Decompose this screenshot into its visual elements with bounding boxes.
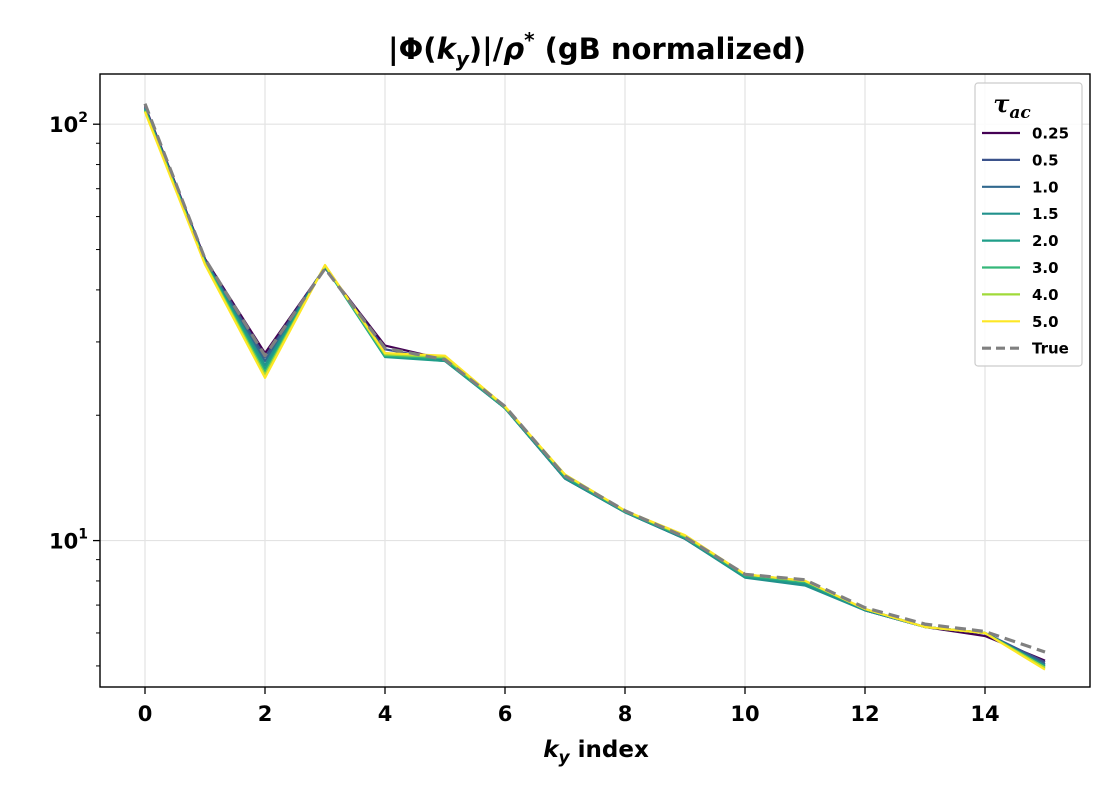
x-tick-label: 2 bbox=[258, 702, 273, 726]
legend-label: 2.0 bbox=[1032, 232, 1059, 250]
x-tick-label: 4 bbox=[378, 702, 393, 726]
legend-title: τac bbox=[993, 89, 1031, 123]
chart-title: |Φ(ky)|/ρ* (gB normalized) bbox=[388, 28, 806, 71]
y-tick-label: 102 bbox=[49, 110, 88, 137]
legend-label: True bbox=[1032, 340, 1069, 358]
plot-frame bbox=[99, 73, 1091, 688]
y-axis-ticks: 101 102 bbox=[49, 110, 100, 667]
x-tick-label: 10 bbox=[730, 702, 759, 726]
y-tick-label: 101 bbox=[49, 527, 88, 554]
legend-label: 1.5 bbox=[1032, 205, 1059, 223]
x-tick-label: 14 bbox=[970, 702, 999, 726]
grid-lines bbox=[100, 74, 1090, 687]
legend-label: 4.0 bbox=[1032, 286, 1059, 304]
x-tick-label: 0 bbox=[138, 702, 153, 726]
legend-label: 0.5 bbox=[1032, 151, 1059, 169]
legend-label: 3.0 bbox=[1032, 259, 1059, 277]
legend-entries: 0.25 0.5 1.0 1.5 2.0 3.0 4.0 5.0 True bbox=[982, 125, 1069, 358]
series-line-true bbox=[143, 103, 1046, 654]
legend-label: 1.0 bbox=[1032, 178, 1059, 196]
x-tick-label: 6 bbox=[498, 702, 513, 726]
x-axis-title: ky index bbox=[543, 737, 649, 768]
legend-label: 0.25 bbox=[1032, 125, 1069, 143]
legend: τac 0.25 0.5 1.0 1.5 2.0 3.0 4.0 5.0 True bbox=[974, 82, 1083, 367]
x-axis-ticks: 0 2 4 6 8 10 12 14 bbox=[138, 687, 1000, 726]
legend-label: 5.0 bbox=[1032, 313, 1059, 331]
x-tick-label: 12 bbox=[850, 702, 879, 726]
x-tick-label: 8 bbox=[618, 702, 633, 726]
series-lines bbox=[143, 103, 1046, 671]
